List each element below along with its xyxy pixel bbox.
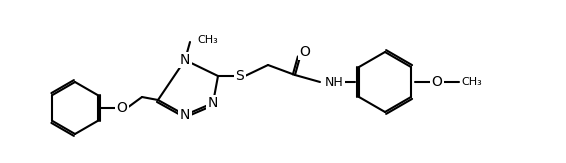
Text: N: N — [180, 108, 190, 122]
Text: S: S — [235, 69, 245, 83]
Text: N: N — [180, 53, 190, 67]
Text: O: O — [117, 101, 127, 115]
Text: N: N — [208, 96, 218, 110]
Text: O: O — [299, 45, 310, 59]
Text: O: O — [431, 75, 443, 89]
Text: CH₃: CH₃ — [197, 35, 218, 45]
Text: CH₃: CH₃ — [461, 77, 482, 87]
Text: NH: NH — [325, 75, 344, 89]
